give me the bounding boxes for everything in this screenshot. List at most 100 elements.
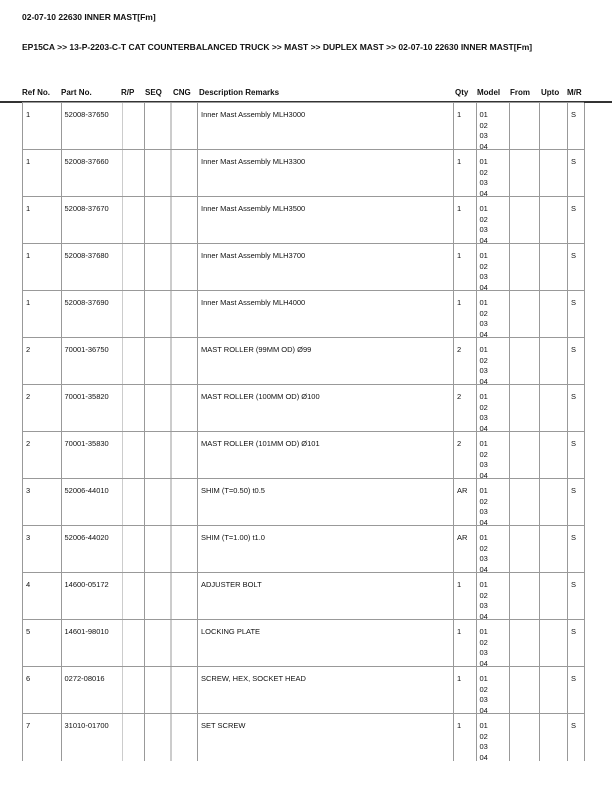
cell-divider: [197, 573, 198, 620]
cell-divider: [60, 338, 62, 385]
table-row: 4 14600-05172 ADJUSTER BOLT 1 01 02 03 04 S: [22, 572, 585, 621]
cell-divider: [475, 197, 477, 244]
model-code: 01: [479, 345, 488, 354]
cell-mr: S: [571, 392, 577, 401]
cell-divider: [121, 385, 123, 432]
cell-divider: [475, 479, 477, 526]
cell-divider: [197, 150, 198, 197]
cell-divider: [197, 714, 198, 761]
cell-divider: [567, 620, 568, 667]
cell-divider: [60, 385, 62, 432]
cell-description: Inner Mast Assembly MLH3500: [201, 204, 306, 213]
table-row: 1 52008-37670 Inner Mast Assembly MLH3500 1…: [22, 196, 585, 245]
cell-divider: [475, 244, 477, 291]
cell-divider: [60, 714, 62, 761]
cell-divider: [509, 620, 510, 667]
cell-divider: [475, 432, 477, 479]
cell-divider: [197, 526, 198, 573]
column-header-seq: SEQ: [145, 88, 162, 97]
model-code: 03: [479, 413, 488, 422]
cell-divider: [475, 150, 477, 197]
cell-ref-no: 7: [26, 721, 31, 730]
table-row: 5 14601-98010 LOCKING PLATE 1 01 02 03 04 S: [22, 619, 585, 668]
column-header-description: Description Remarks: [199, 88, 280, 97]
table-row: 6 0272-08016 SCREW, HEX, SOCKET HEAD 1 01 02 0…: [22, 666, 585, 715]
cell-qty: 1: [457, 110, 462, 119]
cell-divider: [121, 244, 123, 291]
cell-ref-no: 1: [26, 251, 31, 260]
cell-divider: [584, 150, 585, 197]
cell-divider: [197, 479, 198, 526]
cell-divider: [143, 244, 145, 291]
cell-divider: [584, 526, 585, 573]
cell-description: Inner Mast Assembly MLH3000: [201, 110, 306, 119]
column-header-rp: R/P: [121, 88, 135, 97]
cell-divider: [475, 526, 477, 573]
cell-part-no: 52008-37660: [64, 157, 109, 166]
model-code: 02: [479, 120, 488, 130]
model-code: 04: [479, 282, 488, 292]
cell-divider: [567, 573, 568, 620]
cell-divider: [567, 714, 568, 761]
cell-divider: [197, 103, 198, 150]
cell-divider: [453, 150, 454, 197]
cell-divider: [121, 714, 123, 761]
cell-qty: 2: [457, 345, 462, 354]
cell-part-no: 52006-44020: [64, 533, 109, 542]
cell-divider: [567, 291, 568, 338]
table-row: 1 52008-37660 Inner Mast Assembly MLH3300 1…: [22, 149, 585, 198]
cell-divider: [539, 526, 540, 573]
cell-divider: [539, 620, 540, 667]
cell-part-no: 52008-37680: [64, 251, 109, 260]
cell-divider: [539, 714, 540, 761]
cell-divider: [509, 667, 510, 714]
cell-divider: [509, 244, 510, 291]
table-row: 3 52006-44020 SHIM (T=1.00) t1.0 AR 01 02 03 04…: [22, 525, 585, 574]
model-code: 01: [479, 298, 488, 307]
cell-divider: [475, 714, 477, 761]
cell-ref-no: 2: [26, 345, 31, 354]
column-header-ref-no: Ref No.: [22, 88, 50, 97]
model-code: 03: [479, 601, 488, 610]
cell-description: LOCKING PLATE: [201, 627, 261, 636]
cell-mr: S: [571, 204, 577, 213]
cell-divider: [453, 526, 454, 573]
cell-divider: [453, 244, 454, 291]
cell-divider: [475, 667, 477, 714]
cell-divider: [143, 103, 145, 150]
cell-mr: S: [571, 439, 577, 448]
cell-divider: [170, 573, 172, 620]
cell-ref-no: 4: [26, 580, 31, 589]
cell-description: ADJUSTER BOLT: [201, 580, 262, 589]
cell-divider: [121, 150, 123, 197]
cell-mr: S: [571, 721, 577, 730]
cell-divider: [475, 338, 477, 385]
cell-divider: [453, 620, 454, 667]
cell-divider: [197, 197, 198, 244]
model-code: 01: [479, 392, 488, 401]
cell-part-no: 0272-08016: [64, 674, 105, 683]
cell-mr: S: [571, 345, 577, 354]
cell-divider: [121, 338, 123, 385]
model-code: 03: [479, 742, 488, 751]
cell-divider: [170, 714, 172, 761]
cell-mr: S: [571, 533, 577, 542]
model-code: 04: [479, 376, 488, 386]
column-header-qty: Qty: [455, 88, 469, 97]
cell-divider: [453, 338, 454, 385]
cell-divider: [22, 150, 23, 197]
cell-ref-no: 1: [26, 110, 31, 119]
cell-divider: [60, 432, 62, 479]
model-code: 04: [479, 329, 488, 339]
cell-divider: [22, 620, 23, 667]
cell-divider: [143, 667, 145, 714]
cell-divider: [22, 385, 23, 432]
cell-divider: [509, 432, 510, 479]
cell-divider: [509, 291, 510, 338]
model-code: 02: [479, 355, 488, 365]
cell-divider: [584, 714, 585, 761]
model-code: 02: [479, 637, 488, 647]
model-code: 01: [479, 486, 488, 495]
cell-ref-no: 3: [26, 486, 31, 495]
cell-model: 01 02 03 04: [480, 298, 488, 340]
